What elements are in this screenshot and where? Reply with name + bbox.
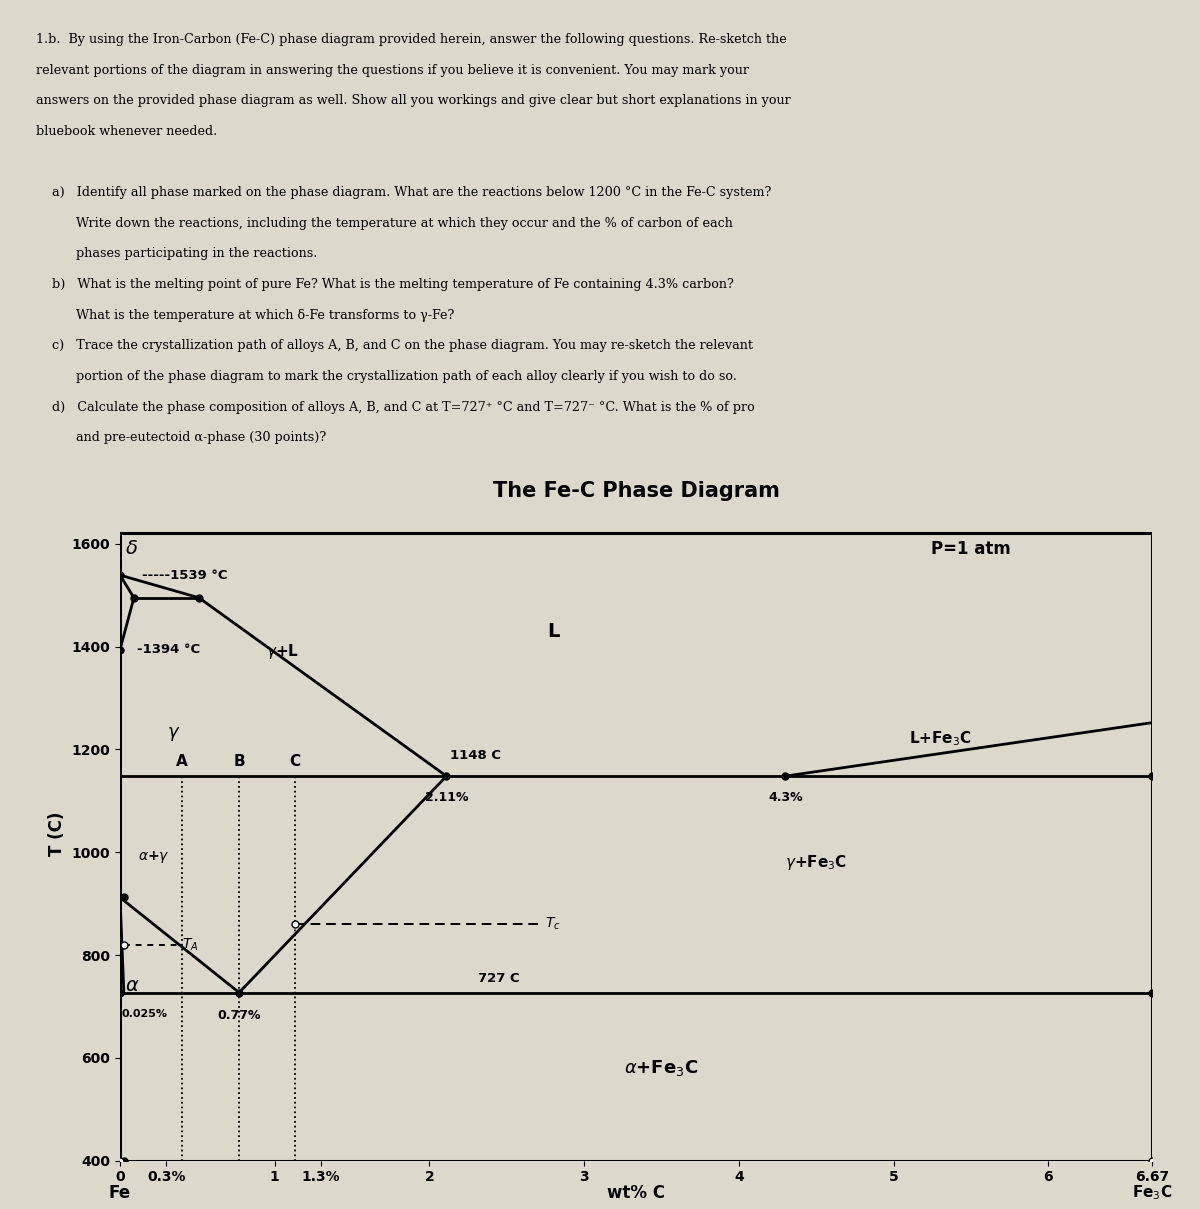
Text: C: C bbox=[289, 754, 300, 769]
Text: c)   Trace the crystallization path of alloys A, B, and C on the phase diagram. : c) Trace the crystallization path of all… bbox=[36, 340, 754, 352]
Y-axis label: T (C): T (C) bbox=[48, 812, 66, 856]
Text: -----1539 °C: -----1539 °C bbox=[142, 568, 227, 582]
Text: What is the temperature at which δ-Fe transforms to γ-Fe?: What is the temperature at which δ-Fe tr… bbox=[36, 308, 455, 322]
Text: and pre-eutectoid α-phase (30 points)?: and pre-eutectoid α-phase (30 points)? bbox=[36, 432, 326, 444]
Text: $T_A$: $T_A$ bbox=[182, 937, 198, 953]
Text: P=1 atm: P=1 atm bbox=[931, 540, 1010, 557]
Text: Fe: Fe bbox=[109, 1184, 131, 1202]
Text: a)   Identify all phase marked on the phase diagram. What are the reactions belo: a) Identify all phase marked on the phas… bbox=[36, 186, 772, 199]
Text: wt% C: wt% C bbox=[607, 1184, 665, 1202]
Text: answers on the provided phase diagram as well. Show all you workings and give cl: answers on the provided phase diagram as… bbox=[36, 94, 791, 108]
Text: bluebook whenever needed.: bluebook whenever needed. bbox=[36, 125, 217, 138]
Text: d)   Calculate the phase composition of alloys A, B, and C at T=727⁺ °C and T=72: d) Calculate the phase composition of al… bbox=[36, 400, 755, 413]
Text: $\alpha$+$\gamma$: $\alpha$+$\gamma$ bbox=[138, 850, 170, 866]
Text: B: B bbox=[233, 754, 245, 769]
Text: relevant portions of the diagram in answering the questions if you believe it is: relevant portions of the diagram in answ… bbox=[36, 64, 749, 76]
Text: 2.11%: 2.11% bbox=[425, 791, 468, 804]
Text: $\gamma$+Fe$_3$C: $\gamma$+Fe$_3$C bbox=[785, 854, 847, 872]
Text: $\alpha$: $\alpha$ bbox=[125, 977, 139, 995]
Text: portion of the phase diagram to mark the crystallization path of each alloy clea: portion of the phase diagram to mark the… bbox=[36, 370, 737, 383]
Text: L+Fe$_3$C: L+Fe$_3$C bbox=[908, 730, 972, 748]
Text: Write down the reactions, including the temperature at which they occur and the : Write down the reactions, including the … bbox=[36, 216, 733, 230]
Text: 1.b.  By using the Iron-Carbon (Fe-C) phase diagram provided herein, answer the : 1.b. By using the Iron-Carbon (Fe-C) pha… bbox=[36, 33, 787, 46]
Text: Fe$_3$C: Fe$_3$C bbox=[1132, 1184, 1172, 1203]
Text: A: A bbox=[176, 754, 187, 769]
Text: L: L bbox=[547, 621, 559, 641]
Text: $\gamma$+L: $\gamma$+L bbox=[266, 642, 299, 661]
Text: b)   What is the melting point of pure Fe? What is the melting temperature of Fe: b) What is the melting point of pure Fe?… bbox=[36, 278, 734, 291]
Text: 727 C: 727 C bbox=[479, 972, 520, 985]
Title: The Fe-C Phase Diagram: The Fe-C Phase Diagram bbox=[492, 481, 780, 501]
Text: 0.77%: 0.77% bbox=[217, 1010, 260, 1022]
Text: phases participating in the reactions.: phases participating in the reactions. bbox=[36, 248, 317, 260]
Text: $\alpha$+Fe$_3$C: $\alpha$+Fe$_3$C bbox=[624, 1058, 698, 1078]
Text: $\delta$: $\delta$ bbox=[125, 539, 138, 559]
Text: -1394 °C: -1394 °C bbox=[137, 643, 200, 656]
Text: 1148 C: 1148 C bbox=[450, 750, 500, 762]
Text: $T_c$: $T_c$ bbox=[546, 916, 562, 932]
Text: 4.3%: 4.3% bbox=[768, 791, 803, 804]
Text: 0.025%: 0.025% bbox=[121, 1010, 168, 1019]
Text: $\gamma$: $\gamma$ bbox=[168, 725, 181, 744]
